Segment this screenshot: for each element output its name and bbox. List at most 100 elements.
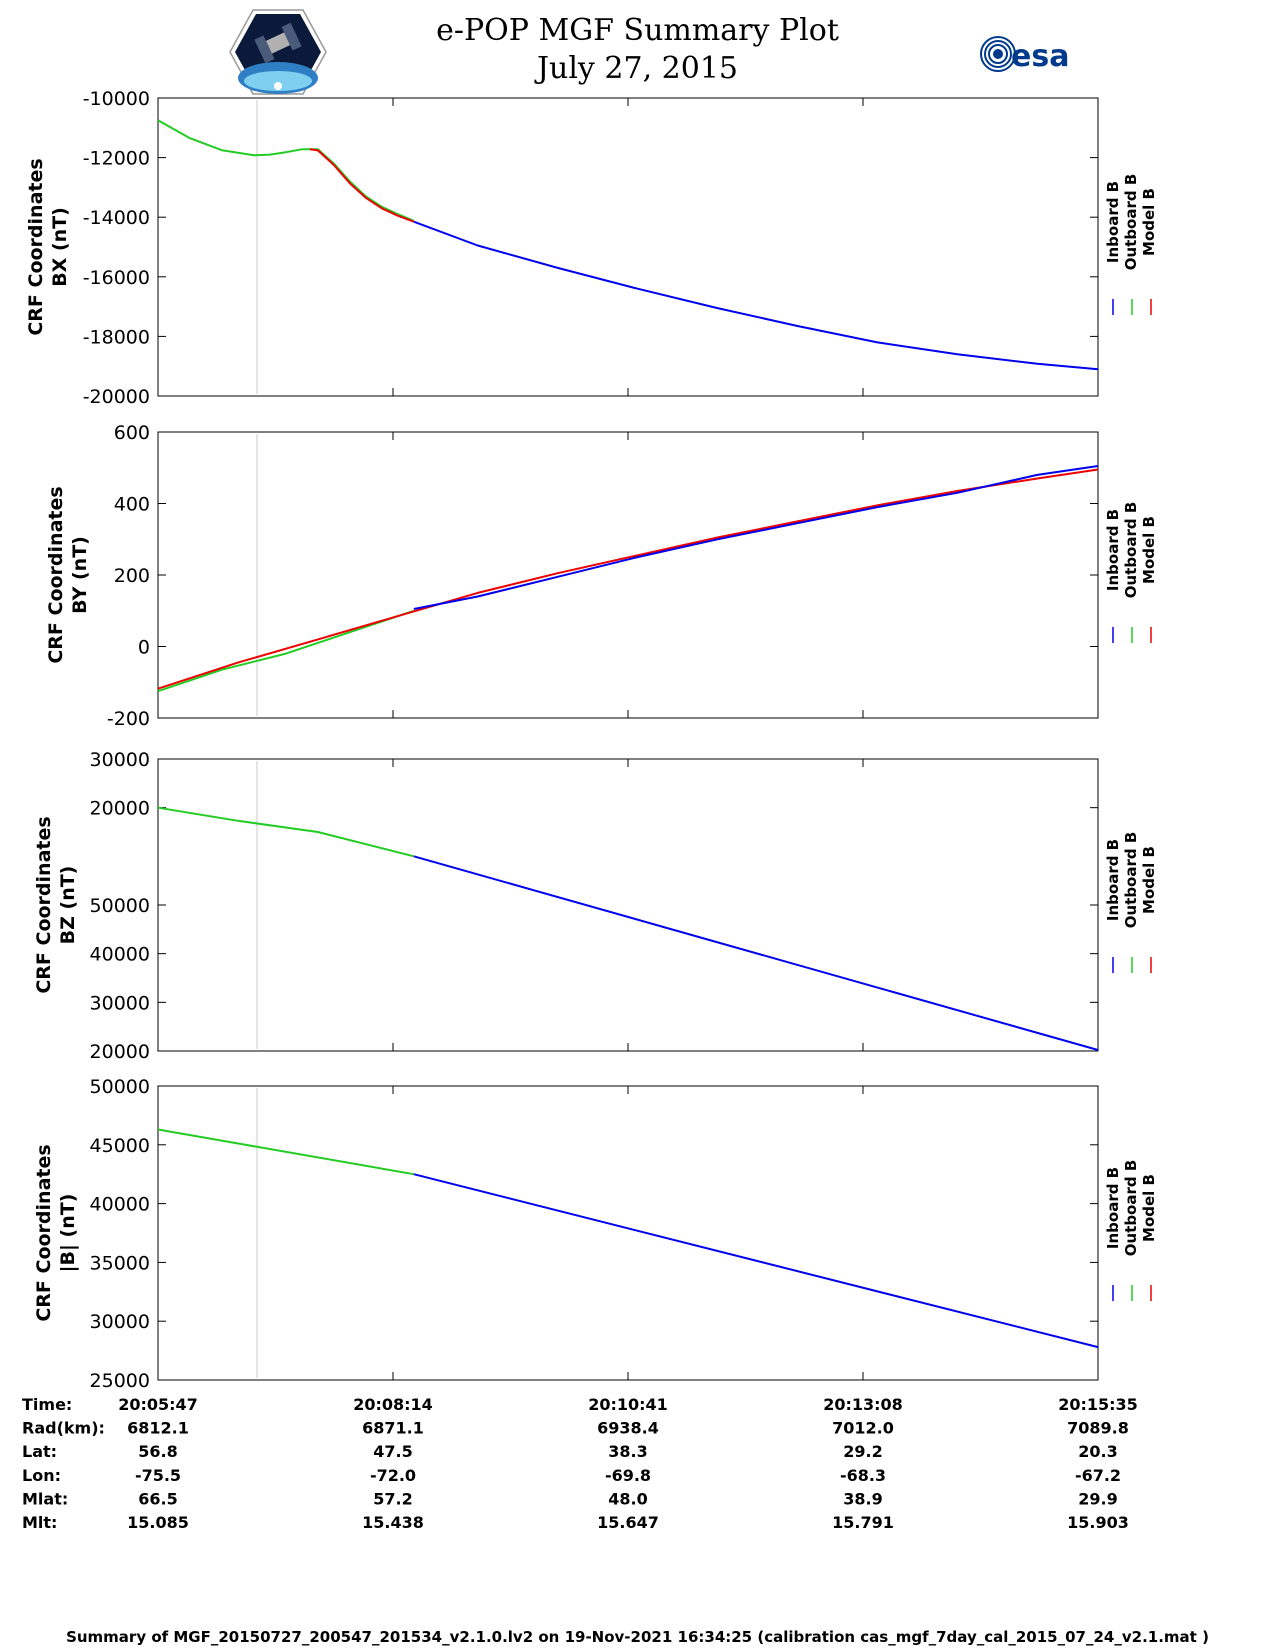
- panel-3-frame: [157, 758, 1099, 1052]
- info-cell: 6871.1: [362, 1419, 424, 1438]
- panel-2-y-tick-label: 200: [114, 565, 150, 587]
- info-cell: 38.3: [608, 1442, 647, 1461]
- panel-1-y-tick-label: -16000: [83, 267, 150, 289]
- panel-2-y-tick-label: 600: [114, 422, 150, 444]
- panel-4-legend-entry: Inboard B: [1104, 1167, 1122, 1249]
- info-cell: -67.2: [1075, 1466, 1121, 1485]
- panel-2-y-tick-label: 400: [114, 494, 150, 516]
- panel-2-data-gap: [256, 434, 257, 716]
- panel-4-legend-entry: Outboard B: [1122, 1160, 1140, 1257]
- panel-4-y-axis-label-line: CRF Coordinates: [33, 1144, 55, 1321]
- info-cell: -75.5: [135, 1466, 181, 1485]
- cassiope-logo-icon: [229, 9, 327, 95]
- panel-2-series-inboard: [413, 465, 1099, 610]
- panel-1-legend-entry: Inboard B: [1104, 181, 1122, 263]
- info-cell: 7012.0: [832, 1419, 894, 1438]
- panel-3-y-axis-label-line: BZ (nT): [57, 866, 79, 945]
- panel-4-y-tick-label: 30000: [90, 1311, 150, 1333]
- panel-1-legend-entry: Outboard B: [1122, 174, 1140, 271]
- info-row-label: Lat:: [22, 1442, 57, 1461]
- panel-1-data-gap: [256, 100, 257, 394]
- panel-3-y-tick-label: 20000: [90, 798, 150, 820]
- panel-1-y-tick-label: -20000: [83, 386, 150, 408]
- panel-1-y-axis-label-line: CRF Coordinates: [25, 158, 47, 335]
- info-cell: 15.647: [597, 1513, 659, 1532]
- info-cell: 20:08:14: [353, 1395, 433, 1414]
- panel-3-legend-entry: Inboard B: [1104, 839, 1122, 921]
- esa-logo-text: esa: [1011, 39, 1069, 74]
- info-cell: 15.791: [832, 1513, 894, 1532]
- info-cell: 15.085: [127, 1513, 189, 1532]
- info-row-label: Rad(km):: [22, 1419, 105, 1438]
- panel-2-legend-entry: Outboard B: [1122, 502, 1140, 599]
- panel-2-legend-entry: Model B: [1140, 516, 1158, 584]
- panel-3-series-inboard: [413, 855, 1099, 1051]
- info-cell: 20:05:47: [118, 1395, 198, 1414]
- plot-title: e-POP MGF Summary Plot: [436, 13, 839, 48]
- panel-1-series-outboard: [157, 119, 415, 222]
- panel-1-frame: [157, 97, 1099, 397]
- panel-2-series-model: [157, 468, 1099, 690]
- info-cell: 20:13:08: [823, 1395, 903, 1414]
- panel-3-y-tick-label: 30000: [90, 992, 150, 1014]
- panel-2-y-axis-label: CRF Coordinates BY (nT): [45, 486, 91, 663]
- panel-2-y-axis-label-line: CRF Coordinates: [45, 486, 67, 663]
- panel-4-series-outboard: [157, 1128, 414, 1176]
- panel-2-legend-entry: Inboard B: [1104, 509, 1122, 591]
- panel-4-data-gap: [256, 1088, 257, 1378]
- panel-2-series-outboard: [157, 609, 415, 693]
- panel-4-y-tick-label: 50000: [90, 1076, 150, 1098]
- info-cell: 48.0: [608, 1489, 647, 1508]
- panel-3-y-tick-label: 50000: [90, 895, 150, 917]
- panel-1-y-tick-label: -14000: [83, 207, 150, 229]
- info-cell: 38.9: [843, 1489, 882, 1508]
- info-cell: 66.5: [138, 1489, 177, 1508]
- panel-3-y-tick-label: 40000: [90, 944, 150, 966]
- panel-2-data-gap: [257, 434, 258, 716]
- panel-4-y-tick-label: 40000: [90, 1194, 150, 1216]
- panel-2-y-tick-label: 0: [138, 637, 150, 659]
- info-cell: 57.2: [373, 1489, 412, 1508]
- panel-1-legend-entry: Model B: [1140, 188, 1158, 256]
- panel-1-y-tick-label: -18000: [83, 326, 150, 348]
- panel-4-data-gap: [257, 1088, 258, 1378]
- panel-1-series-inboard: [413, 220, 1099, 371]
- panel-3-y-axis-label: CRF Coordinates BZ (nT): [33, 816, 79, 993]
- esa-logo-icon: esa: [980, 36, 1069, 74]
- panel-1-y-axis-label: CRF Coordinates BX (nT): [25, 158, 71, 335]
- info-cell: 7089.8: [1067, 1419, 1129, 1438]
- info-row-label: Mlat:: [22, 1489, 68, 1508]
- panel-3-y-axis-label-line: CRF Coordinates: [33, 816, 55, 993]
- info-cell: 6938.4: [597, 1419, 659, 1438]
- panel-3-y-tick-label: 30000: [90, 749, 150, 771]
- panel-3-y-tick-label: 20000: [90, 1041, 150, 1063]
- info-cell: 20.3: [1078, 1442, 1117, 1461]
- info-row-label: Time:: [22, 1395, 72, 1414]
- info-cell: 29.2: [843, 1442, 882, 1461]
- panel-4-legend-entry: Model B: [1140, 1174, 1158, 1242]
- title-block: e-POP MGF Summary Plot July 27, 2015: [0, 12, 1275, 88]
- panel-1-series-model: [309, 148, 415, 223]
- panel-2-y-axis-label-line: BY (nT): [69, 536, 91, 614]
- panel-3-series-outboard: [157, 806, 415, 858]
- panel-3-data-gap: [257, 761, 258, 1049]
- panel-1-y-tick-label: -12000: [83, 148, 150, 170]
- info-row-label: Lon:: [22, 1466, 61, 1485]
- panel-3-data-gap: [256, 761, 257, 1049]
- info-row-label: Mlt:: [22, 1513, 57, 1532]
- info-cell: 15.438: [362, 1513, 424, 1532]
- panel-3-legend-entry: Outboard B: [1122, 832, 1140, 929]
- footer-summary: Summary of MGF_20150727_200547_201534_v2…: [66, 1628, 1209, 1646]
- panel-1-y-tick-label: -10000: [83, 88, 150, 110]
- panel-4-y-tick-label: 25000: [90, 1370, 150, 1392]
- panel-1-data-gap: [257, 100, 258, 394]
- info-cell: -68.3: [840, 1466, 886, 1485]
- panel-4-y-tick-label: 35000: [90, 1252, 150, 1274]
- panel-4-y-tick-label: 45000: [90, 1135, 150, 1157]
- info-cell: -69.8: [605, 1466, 651, 1485]
- panel-4-y-axis-label: CRF Coordinates |B| (nT): [33, 1144, 79, 1321]
- info-cell: 47.5: [373, 1442, 412, 1461]
- info-cell: 56.8: [138, 1442, 177, 1461]
- info-cell: 15.903: [1067, 1513, 1129, 1532]
